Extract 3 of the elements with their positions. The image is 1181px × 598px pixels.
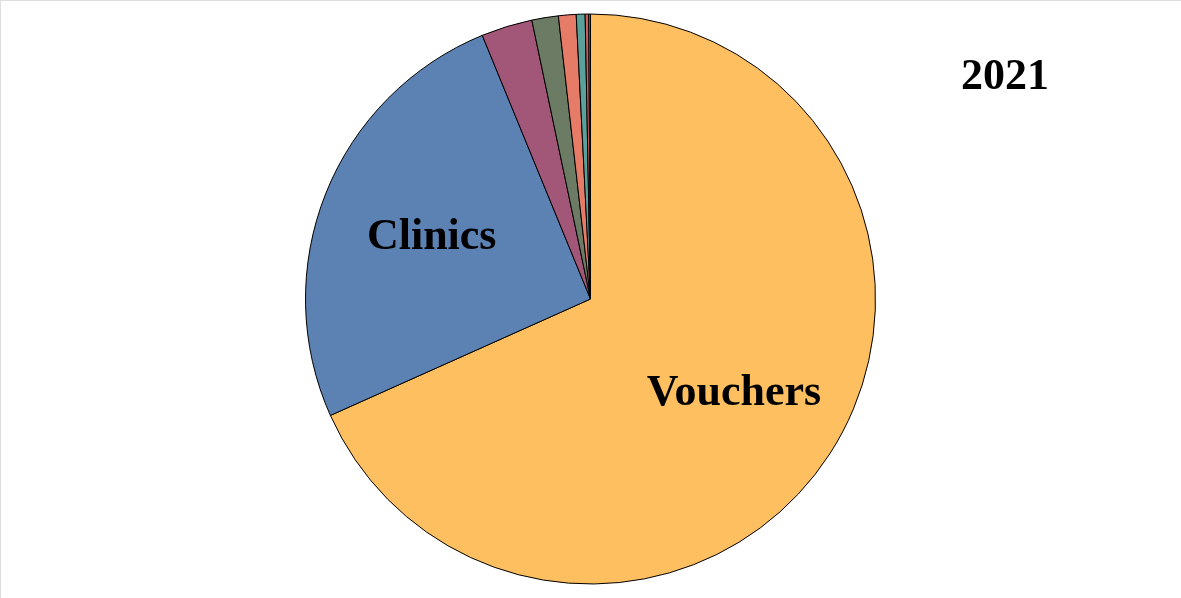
text: 2021 [961,50,1049,99]
slice-label: Clinics [366,209,497,259]
slice-label: Vouchers [646,365,822,415]
